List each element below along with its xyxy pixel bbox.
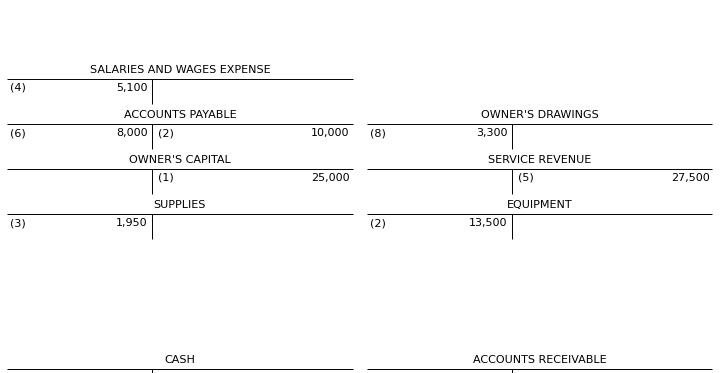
Text: OWNER'S DRAWINGS: OWNER'S DRAWINGS — [481, 110, 598, 120]
Text: ACCOUNTS RECEIVABLE: ACCOUNTS RECEIVABLE — [473, 355, 606, 365]
Text: (6): (6) — [10, 128, 26, 138]
Text: EQUIPMENT: EQUIPMENT — [507, 200, 573, 210]
Text: (1): (1) — [158, 173, 174, 183]
Text: (4): (4) — [10, 83, 26, 93]
Text: (3): (3) — [10, 218, 26, 228]
Text: (8): (8) — [370, 128, 386, 138]
Text: 10,000: 10,000 — [311, 128, 350, 138]
Text: ACCOUNTS PAYABLE: ACCOUNTS PAYABLE — [124, 110, 236, 120]
Text: (5): (5) — [518, 173, 534, 183]
Text: OWNER'S CAPITAL: OWNER'S CAPITAL — [129, 155, 230, 165]
Text: (2): (2) — [370, 218, 386, 228]
Text: SUPPLIES: SUPPLIES — [153, 200, 206, 210]
Text: SALARIES AND WAGES EXPENSE: SALARIES AND WAGES EXPENSE — [89, 65, 270, 75]
Text: 5,100: 5,100 — [116, 83, 148, 93]
Text: 8,000: 8,000 — [116, 128, 148, 138]
Text: 3,300: 3,300 — [476, 128, 507, 138]
Text: 13,500: 13,500 — [470, 218, 507, 228]
Text: SERVICE REVENUE: SERVICE REVENUE — [488, 155, 592, 165]
Text: (2): (2) — [158, 128, 174, 138]
Text: 25,000: 25,000 — [311, 173, 350, 183]
Text: 27,500: 27,500 — [671, 173, 710, 183]
Text: 1,950: 1,950 — [116, 218, 148, 228]
Text: CASH: CASH — [164, 355, 196, 365]
